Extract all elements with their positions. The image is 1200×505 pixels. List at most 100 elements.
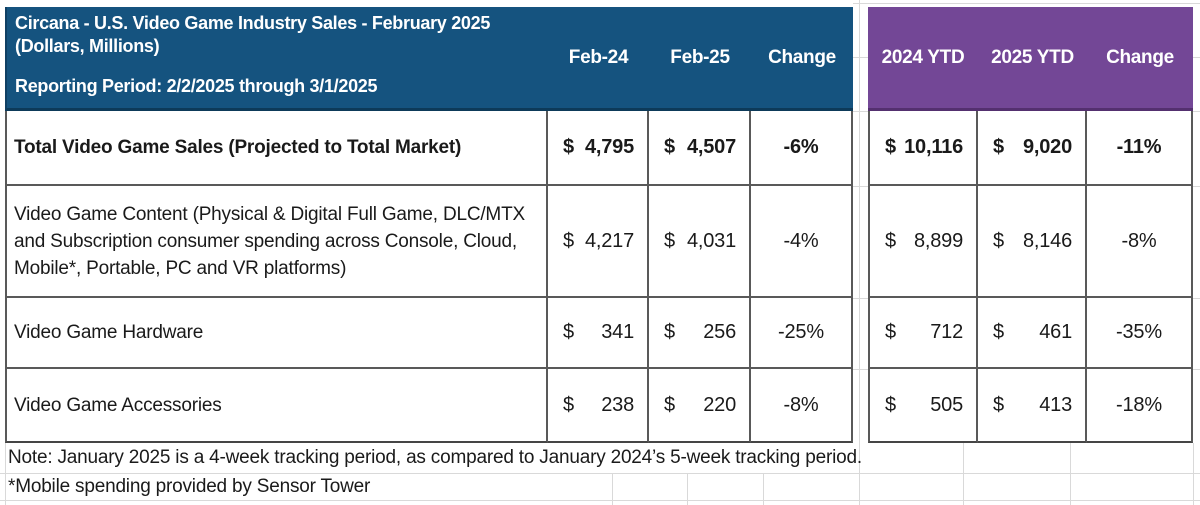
- cell-change: -4%: [751, 186, 853, 298]
- cell-value: 8,899: [913, 229, 963, 252]
- dollar-sign: $: [563, 229, 574, 252]
- cell-2025ytd: $461: [978, 298, 1087, 369]
- cell-value: 4,507: [686, 136, 736, 158]
- cell-change: -25%: [751, 298, 853, 369]
- dollar-sign: $: [885, 136, 896, 158]
- gridline: [859, 0, 860, 505]
- cell-value: 4,217: [584, 229, 634, 252]
- cell-2024ytd: $712: [868, 298, 978, 369]
- cell-value: 4,795: [584, 136, 634, 158]
- cell-value: 220: [703, 393, 736, 416]
- cell-ytd-change: -11%: [1087, 111, 1193, 186]
- gridline: [612, 473, 613, 505]
- cell-value: 10,116: [904, 136, 963, 158]
- row-label: Video Game Content (Physical & Digital F…: [5, 186, 548, 298]
- cell-2025ytd: $413: [978, 369, 1087, 443]
- cell-2025ytd: $9,020: [978, 111, 1087, 186]
- cell-2025ytd: $8,146: [978, 186, 1087, 298]
- gridline: [687, 473, 688, 505]
- table-title-units: (Dollars, Millions): [15, 36, 160, 56]
- table-title: Circana - U.S. Video Game Industry Sales…: [15, 13, 491, 33]
- gridline: [963, 443, 964, 505]
- cell-value: 4,031: [686, 229, 736, 252]
- dollar-sign: $: [664, 393, 675, 416]
- cell-feb24: $341: [548, 298, 649, 369]
- spacer-column: [853, 111, 868, 186]
- dollar-sign: $: [993, 321, 1004, 343]
- dollar-sign: $: [885, 321, 896, 343]
- cell-ytd-change: -35%: [1087, 298, 1193, 369]
- gridline: [1070, 443, 1071, 505]
- footnote-mobile-source: *Mobile spending provided by Sensor Towe…: [8, 476, 371, 497]
- spacer-column: [853, 369, 868, 443]
- column-header-feb24: Feb-24: [548, 7, 649, 111]
- dollar-sign: $: [563, 136, 574, 158]
- reporting-period: Reporting Period: 2/2/2025 through 3/1/2…: [15, 76, 378, 96]
- gridline: [1193, 369, 1200, 370]
- cell-feb25: $4,031: [649, 186, 751, 298]
- gridline: [5, 443, 6, 505]
- column-header-feb25: Feb-25: [649, 7, 751, 111]
- dollar-sign: $: [664, 136, 675, 158]
- cell-feb24: $4,795: [548, 111, 649, 186]
- cell-feb25: $4,507: [649, 111, 751, 186]
- cell-feb24: $238: [548, 369, 649, 443]
- cell-value: 238: [601, 393, 634, 416]
- cell-value: 9,020: [1022, 136, 1072, 158]
- column-header-ytd-change: Change: [1087, 7, 1193, 111]
- gridline: [853, 298, 868, 299]
- row-label: Total Video Game Sales (Projected to Tot…: [5, 111, 548, 186]
- gridline: [763, 473, 764, 505]
- gridline: [1193, 443, 1194, 505]
- gridline: [0, 473, 1200, 474]
- dollar-sign: $: [993, 136, 1004, 158]
- gridline: [853, 3, 1200, 4]
- gridline: [1193, 111, 1200, 112]
- cell-value: 8,146: [1022, 229, 1072, 252]
- dollar-sign: $: [993, 393, 1004, 416]
- cell-ytd-change: -18%: [1087, 369, 1193, 443]
- cell-feb25: $256: [649, 298, 751, 369]
- cell-value: 712: [930, 321, 963, 343]
- cell-value: 413: [1039, 393, 1072, 416]
- cell-value: 341: [601, 321, 634, 343]
- cell-feb25: $220: [649, 369, 751, 443]
- spacer-column: [853, 186, 868, 298]
- row-label: Video Game Hardware: [5, 298, 548, 369]
- footnote-tracking-period: Note: January 2025 is a 4-week tracking …: [8, 447, 862, 468]
- cell-value: 461: [1039, 321, 1072, 343]
- dollar-sign: $: [885, 393, 896, 416]
- gridline: [1193, 298, 1200, 299]
- footnotes: Note: January 2025 is a 4-week tracking …: [8, 443, 1188, 501]
- dollar-sign: $: [993, 229, 1004, 252]
- cell-change: -8%: [751, 369, 853, 443]
- cell-2024ytd: $505: [868, 369, 978, 443]
- gridline: [1193, 186, 1200, 187]
- gridline: [853, 57, 868, 58]
- dollar-sign: $: [885, 229, 896, 252]
- dollar-sign: $: [664, 321, 675, 343]
- cell-ytd-change: -8%: [1087, 186, 1193, 298]
- column-header-2024ytd: 2024 YTD: [868, 7, 978, 111]
- dollar-sign: $: [563, 321, 574, 343]
- cell-value: 256: [703, 321, 736, 343]
- gridline: [853, 369, 868, 370]
- row-label: Video Game Accessories: [5, 369, 548, 443]
- spacer-column: [853, 7, 868, 111]
- table-title-cell: Circana - U.S. Video Game Industry Sales…: [5, 7, 548, 111]
- gridline: [1193, 57, 1200, 58]
- cell-change: -6%: [751, 111, 853, 186]
- gridline: [853, 186, 868, 187]
- gridline: [0, 500, 1200, 501]
- cell-2024ytd: $10,116: [868, 111, 978, 186]
- cell-feb24: $4,217: [548, 186, 649, 298]
- column-header-2025ytd: 2025 YTD: [978, 7, 1087, 111]
- spacer-column: [853, 298, 868, 369]
- cell-2024ytd: $8,899: [868, 186, 978, 298]
- dollar-sign: $: [563, 393, 574, 416]
- dollar-sign: $: [664, 229, 675, 252]
- sales-table: Circana - U.S. Video Game Industry Sales…: [5, 7, 1193, 443]
- column-header-change: Change: [751, 7, 853, 111]
- cell-value: 505: [930, 393, 963, 416]
